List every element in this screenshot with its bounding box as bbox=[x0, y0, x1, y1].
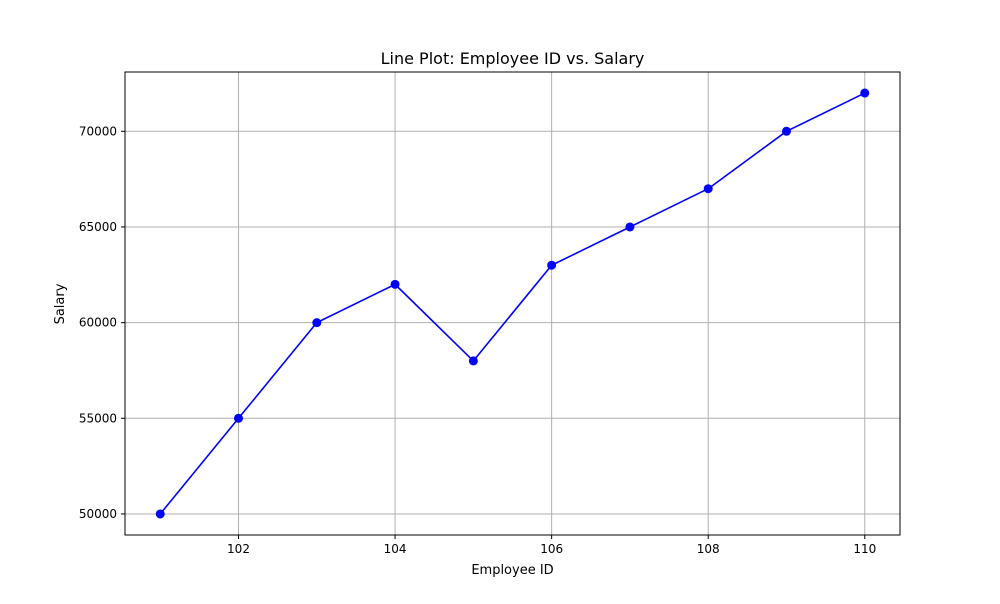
data-point bbox=[781, 126, 791, 136]
y-tick-label: 50000 bbox=[79, 507, 117, 521]
plot-frame bbox=[124, 71, 901, 536]
data-point bbox=[390, 279, 400, 289]
y-axis-label: Salary bbox=[53, 283, 68, 324]
x-tick-label: 106 bbox=[540, 542, 563, 556]
x-tick-label: 104 bbox=[384, 542, 407, 556]
data-point bbox=[468, 356, 478, 366]
data-point bbox=[547, 260, 557, 270]
data-point bbox=[234, 413, 244, 423]
y-tick-label: 70000 bbox=[79, 124, 117, 138]
data-point bbox=[625, 222, 635, 232]
data-point bbox=[703, 184, 713, 194]
grid bbox=[125, 72, 900, 535]
x-axis-label: Employee ID bbox=[471, 563, 553, 578]
chart-title: Line Plot: Employee ID vs. Salary bbox=[381, 49, 645, 68]
series-line bbox=[159, 92, 866, 515]
data-point bbox=[312, 318, 322, 328]
data-point bbox=[860, 88, 870, 98]
data-point bbox=[155, 509, 165, 519]
y-tick-label: 65000 bbox=[79, 220, 117, 234]
y-tick-label: 55000 bbox=[79, 411, 117, 425]
x-tick-label: 108 bbox=[697, 542, 720, 556]
series-layer bbox=[155, 88, 870, 519]
x-tick-label: 102 bbox=[227, 542, 250, 556]
y-tick-label: 60000 bbox=[79, 316, 117, 330]
x-tick-label: 110 bbox=[853, 542, 876, 556]
ticks: 102 104 106 108 110 50000 55000 60000 65000 70000 bbox=[79, 124, 876, 556]
